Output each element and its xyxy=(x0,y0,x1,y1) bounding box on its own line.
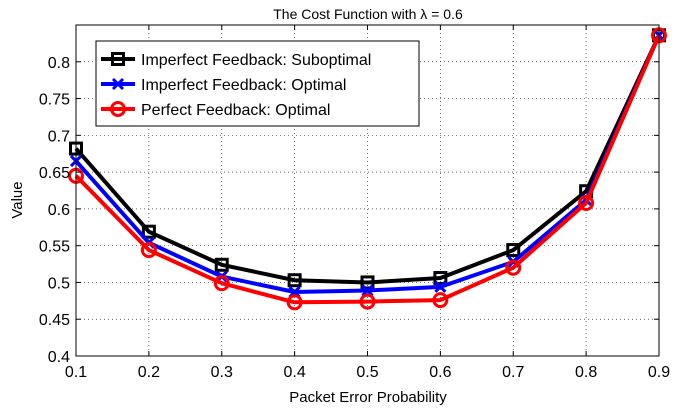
y-tick-label: 0.6 xyxy=(48,202,70,219)
circle-marker xyxy=(213,275,230,292)
y-axis-label: Value xyxy=(9,181,26,218)
y-tick-label: 0.7 xyxy=(48,128,70,145)
legend-label: Perfect Feedback: Optimal xyxy=(141,102,330,119)
x-tick-label: 0.8 xyxy=(575,364,597,381)
x-marker xyxy=(111,77,125,91)
legend-entry: Imperfect Feedback: Suboptimal xyxy=(101,52,371,69)
square-marker xyxy=(506,243,521,258)
y-tick-label: 0.4 xyxy=(48,349,70,366)
square-marker xyxy=(214,257,229,272)
x-tick-label: 0.1 xyxy=(65,364,87,381)
chart-title: The Cost Function with λ = 0.6 xyxy=(273,6,463,22)
legend-label: Imperfect Feedback: Optimal xyxy=(141,77,346,94)
circle-marker xyxy=(110,101,126,117)
circle-marker xyxy=(505,259,522,276)
circle-marker xyxy=(432,292,449,309)
x-tick-label: 0.6 xyxy=(429,364,451,381)
legend-box xyxy=(95,40,420,127)
circle-marker xyxy=(578,195,595,212)
circle-marker xyxy=(359,293,376,310)
square-marker xyxy=(141,224,156,239)
y-tick-label: 0.8 xyxy=(48,55,70,72)
y-tick-label: 0.5 xyxy=(48,275,70,292)
x-tick-label: 0.5 xyxy=(356,364,378,381)
legend-label: Imperfect Feedback: Suboptimal xyxy=(141,52,371,69)
x-tick-label: 0.9 xyxy=(648,364,670,381)
x-tick-label: 0.4 xyxy=(284,364,306,381)
x-tick-label: 0.7 xyxy=(502,364,524,381)
circle-marker xyxy=(140,242,157,259)
circle-marker xyxy=(286,294,303,311)
x-tick-label: 0.2 xyxy=(138,364,160,381)
legend: Imperfect Feedback: Suboptimal Imperfect … xyxy=(95,40,420,127)
ticks-layer: 0.1 0.2 0.3 0.4 0.5 0.6 0.7 0.8 0.9 0.4 0.45 0.5 0.5… xyxy=(39,25,670,381)
legend-entry: Perfect Feedback: Optimal xyxy=(101,101,330,119)
series-line xyxy=(74,34,661,305)
plot-frame xyxy=(75,24,660,357)
x-tick-label: 0.3 xyxy=(211,364,233,381)
square-marker xyxy=(111,52,125,66)
square-marker xyxy=(360,275,375,290)
square-marker xyxy=(287,273,302,288)
y-tick-label: 0.55 xyxy=(39,239,70,256)
legend-entry: Imperfect Feedback: Optimal xyxy=(101,77,346,94)
x-marker xyxy=(434,280,447,293)
x-marker xyxy=(361,284,374,297)
y-tick-label: 0.65 xyxy=(39,165,70,182)
x-axis-label: Packet Error Probability xyxy=(289,389,447,406)
series-line xyxy=(74,34,661,285)
y-tick-label: 0.45 xyxy=(39,312,70,329)
square-marker xyxy=(433,271,448,286)
y-tick-label: 0.75 xyxy=(39,92,70,109)
